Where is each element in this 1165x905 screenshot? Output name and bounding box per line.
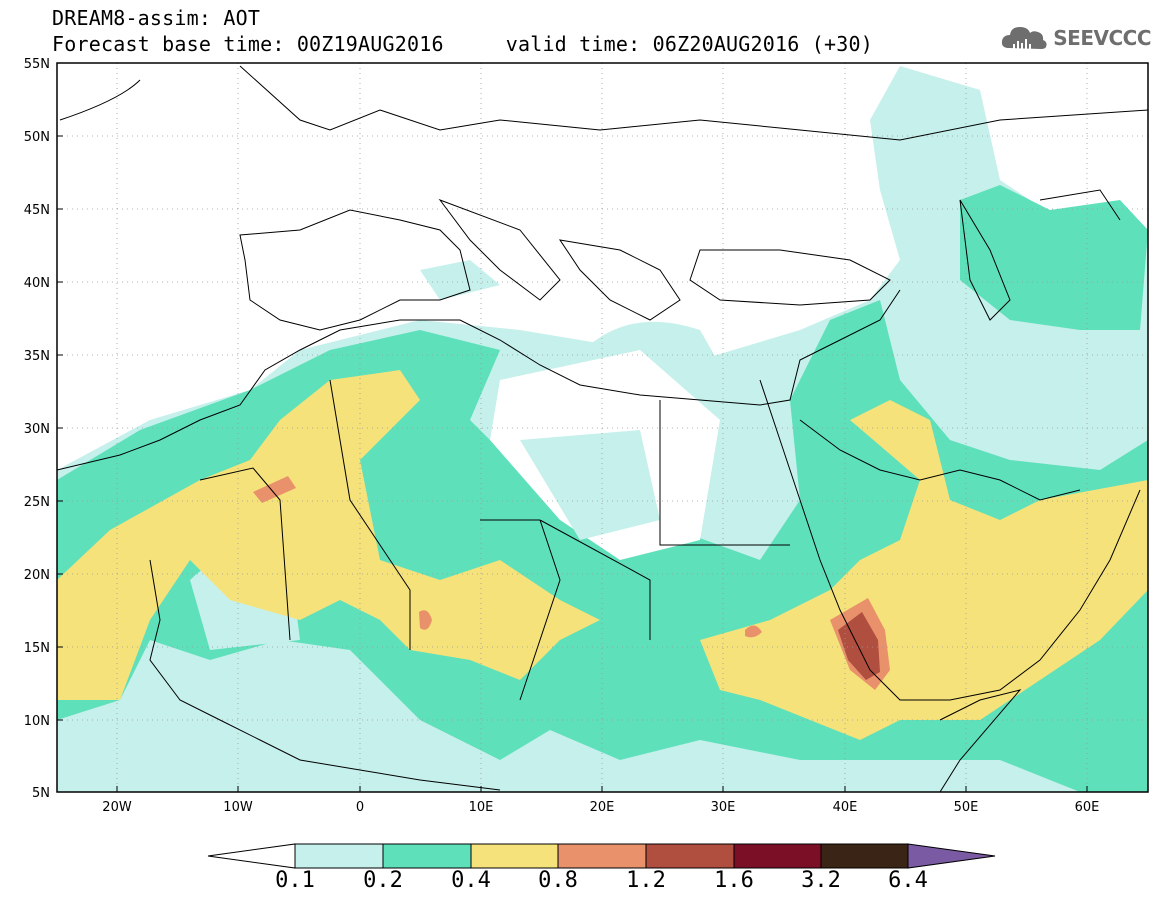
colorbar-label: 1.6 [714, 868, 754, 893]
base-time: Forecast base time: 00Z19AUG2016 [52, 32, 444, 56]
colorbar-segment [820, 843, 909, 869]
lon-label: 0 [356, 800, 364, 815]
colorbar-label: 6.4 [888, 868, 928, 893]
lat-label: 15N [24, 641, 50, 656]
forecast-times: Forecast base time: 00Z19AUG2016 valid ti… [52, 32, 873, 56]
aot-contour-1.2 [838, 612, 880, 680]
aot-contour-0.1 [420, 260, 500, 300]
lat-label: 55N [24, 57, 50, 72]
colorbar-segment [733, 843, 822, 869]
colorbar-label: 0.8 [538, 868, 578, 893]
colorbar-segment [294, 843, 384, 869]
lon-label: 40E [833, 800, 858, 815]
lat-ticks [57, 62, 63, 721]
aot-contour-0.8 [745, 625, 762, 638]
colorbar-label: 0.1 [275, 868, 315, 893]
lon-label: 50E [954, 800, 979, 815]
lat-label: 5N [32, 786, 50, 801]
colorbar-label: 0.4 [451, 868, 491, 893]
lat-labels: 55N 50N 45N 40N 35N 30N 25N 20N 15N 10N … [24, 57, 50, 801]
lat-label: 50N [24, 130, 50, 145]
lon-label: 20E [590, 800, 615, 815]
map-title: DREAM8-assim: AOT [52, 6, 261, 30]
colorbar-label: 1.2 [626, 868, 666, 893]
lon-label: 30E [711, 800, 736, 815]
cloud-icon [1002, 27, 1047, 49]
lat-label: 10N [24, 714, 50, 729]
aot-contour-0.4 [980, 530, 1060, 600]
colorbar-segment [382, 843, 472, 869]
lat-label: 40N [24, 276, 50, 291]
colorbar-over-arrow [907, 843, 996, 869]
lat-label: 45N [24, 203, 50, 218]
coastlines [57, 65, 1148, 792]
lon-labels: 20W 10W 0 10E 20E 30E 40E 50E 60E [102, 800, 1099, 815]
lat-label: 20N [24, 568, 50, 583]
aot-contour-0.4 [57, 370, 600, 700]
aot-contour-0.4 [700, 400, 1148, 740]
colorbar-segment [470, 843, 559, 869]
aot-field [57, 63, 1148, 792]
colorbar-segment [645, 843, 735, 869]
lat-label: 25N [24, 495, 50, 510]
colorbar-under-arrow [207, 843, 296, 869]
seevccc-logo: SEEVCCC [999, 22, 1151, 54]
lat-label: 30N [24, 422, 50, 437]
lon-label: 10W [223, 800, 253, 815]
lat-label: 35N [24, 349, 50, 364]
colorbar-label: 0.2 [363, 868, 403, 893]
lon-label: 10E [469, 800, 494, 815]
aot-contour-0.1 [520, 430, 660, 540]
aot-contour-0.8 [419, 610, 432, 630]
colorbar-segment [557, 843, 647, 869]
lon-ticks [116, 786, 1088, 792]
lon-label: 60E [1075, 800, 1100, 815]
colorbar [207, 843, 996, 869]
colorbar-label: 3.2 [801, 868, 841, 893]
lon-label: 20W [102, 800, 132, 815]
logo-text: SEEVCCC [1053, 26, 1151, 50]
aot-contour-0.8 [253, 476, 296, 503]
map-gridlines [57, 63, 1148, 792]
valid-time: valid time: 06Z20AUG2016 (+30) [505, 32, 873, 56]
